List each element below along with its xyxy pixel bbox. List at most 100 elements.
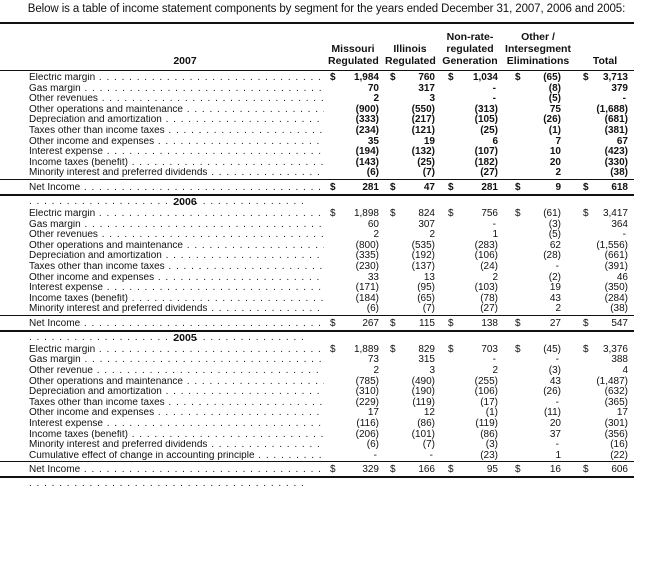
value-cell: 2 (373, 93, 379, 105)
header-missouri-line2: Regulated (328, 55, 379, 67)
value-cell: 547 (611, 317, 628, 329)
value-cell: (119) (412, 396, 435, 408)
value-cell: (335) (355, 250, 379, 262)
value-cell: (194) (355, 146, 379, 158)
table-row: Gas margin 73 315 - - 388 (0, 355, 634, 366)
currency-sign: $ (448, 72, 454, 83)
value-cell: - (492, 93, 496, 105)
currency-sign: $ (448, 464, 454, 476)
value-cell: (65) (417, 292, 435, 304)
row-label-text: Minority interest and preferred dividend… (29, 304, 208, 315)
value-cell: (391) (604, 260, 628, 272)
value-cell: 267 (362, 317, 379, 329)
value-cell: (381) (604, 124, 628, 136)
row-label-text: Other income and expenses (29, 136, 155, 147)
value-cell: 43 (549, 375, 561, 387)
row-label: Other revenues (29, 94, 324, 105)
row-label-text: Depreciation and amortization (29, 387, 162, 398)
value-cell: 1,889 (353, 343, 379, 355)
value-cell: 20 (549, 418, 561, 430)
value-cell: (61) (543, 207, 561, 219)
value-cell: - (622, 93, 626, 105)
table-row: Income taxes (benefit) (143) (25) (182) 20 (3… (0, 156, 634, 169)
value-cell: (350) (604, 282, 628, 294)
row-label-text: Gas margin (29, 355, 81, 366)
value-cell: (116) (356, 418, 379, 430)
row-label-text: Other revenues (29, 94, 98, 105)
value-cell: 2 (373, 365, 379, 377)
value-cell: (3) (548, 218, 561, 230)
value-cell: (103) (474, 282, 498, 294)
row-label-text: Net Income (29, 181, 81, 193)
value-cell: (78) (480, 292, 498, 304)
value-cell: 281 (481, 181, 498, 193)
currency-sign: $ (515, 317, 521, 329)
value-cell: 37 (549, 428, 561, 440)
row-label-text: Income taxes (benefit) (29, 157, 128, 168)
value-cell: - (492, 218, 496, 230)
row-label-text: Cumulative effect of change in accountin… (29, 450, 255, 461)
currency-sign: $ (448, 343, 454, 355)
value-cell: (7) (422, 167, 435, 179)
table-row: Taxes other than income taxes (229) (119) (… (0, 396, 634, 409)
value-cell: (1,688) (596, 103, 628, 115)
value-cell: 281 (362, 181, 379, 193)
value-cell: (423) (604, 146, 628, 158)
row-label: Other operations and maintenance (29, 241, 324, 252)
table-row: Depreciation and amortization (335) (192) (… (0, 251, 634, 262)
value-cell: 388 (611, 354, 628, 366)
row-label-text: Other operations and maintenance (29, 104, 183, 115)
row-label-text: Other operations and maintenance (29, 376, 183, 387)
table-row: Minority interest and preferred dividend… (0, 440, 634, 451)
value-cell: - (555, 260, 559, 272)
table-row: Other income and expenses 33 13 2 (2) 46 (0, 271, 634, 284)
table-header: Missouri Regulated Illinois Regulated No… (0, 22, 634, 71)
row-label: Other income and expenses (29, 273, 324, 284)
row-label-text: Minority interest and preferred dividend… (29, 168, 208, 179)
currency-sign: $ (390, 464, 396, 476)
table-row: Income taxes (benefit) (184) (65) (78) 43 (28… (0, 292, 634, 305)
currency-sign: $ (583, 72, 589, 83)
value-cell: - (492, 82, 496, 94)
value-cell: (3) (485, 439, 498, 451)
currency-sign: $ (330, 72, 336, 83)
value-cell: (255) (474, 375, 498, 387)
currency-sign: $ (583, 181, 589, 193)
value-cell: 33 (367, 271, 379, 283)
value-cell: (132) (411, 146, 435, 158)
table-row: Taxes other than income taxes (234) (121) (… (0, 124, 634, 137)
value-cell: (6) (366, 439, 379, 451)
row-label: Electric margin (29, 73, 324, 84)
value-cell: (26) (543, 386, 561, 398)
value-cell: (535) (411, 239, 435, 251)
value-cell: 7 (555, 135, 561, 147)
currency-sign: $ (515, 207, 521, 219)
row-label: Interest expense (29, 419, 324, 430)
header-nonrate: Non-rate- regulated Generation (440, 31, 500, 67)
row-label-text: Electric margin (29, 73, 96, 83)
header-illinois: Illinois Regulated (385, 43, 436, 67)
table-row: Other operations and maintenance (900) (55… (0, 103, 634, 116)
value-cell: (25) (417, 156, 435, 168)
value-cell: 60 (367, 218, 379, 230)
value-cell: 4 (622, 365, 628, 377)
value-cell: 2 (373, 229, 379, 241)
value-cell: 62 (549, 239, 561, 251)
row-label: Gas margin (29, 355, 324, 366)
value-cell: 13 (423, 271, 435, 283)
currency-sign: $ (583, 207, 589, 219)
currency-sign: $ (330, 317, 336, 329)
value-cell: (38) (610, 167, 628, 179)
value-cell: 315 (418, 354, 435, 366)
value-cell: 756 (481, 207, 498, 219)
value-cell: 307 (418, 218, 435, 230)
row-label: Other operations and maintenance (29, 377, 324, 388)
value-cell: 138 (481, 317, 498, 329)
table-row: Minority interest and preferred dividend… (0, 304, 634, 315)
value-cell: (234) (355, 124, 379, 136)
row-label: Income taxes (benefit) (29, 430, 324, 441)
year-heading: 2006 (0, 196, 634, 209)
value-cell: (11) (543, 407, 561, 419)
row-label: Electric margin (29, 345, 324, 356)
value-cell: (184) (355, 292, 379, 304)
